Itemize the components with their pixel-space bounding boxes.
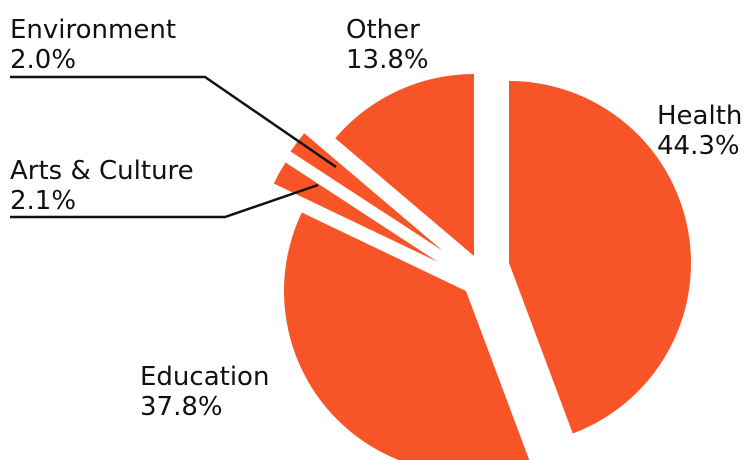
slice-label-education: Education bbox=[140, 362, 269, 392]
slice-label-other: Other bbox=[346, 15, 420, 45]
slice-value-arts-culture: 2.1% bbox=[10, 186, 76, 216]
leader-line-arts-culture bbox=[10, 183, 319, 219]
pie-slice-health bbox=[509, 81, 692, 434]
leader-line-environment bbox=[10, 75, 337, 169]
slice-value-environment: 2.0% bbox=[10, 45, 76, 75]
slice-label-environment: Environment bbox=[10, 15, 176, 45]
pie-slice-arts-culture bbox=[273, 162, 438, 262]
pie-slice-education bbox=[284, 212, 530, 460]
pie-slices bbox=[273, 74, 692, 460]
leader-lines bbox=[10, 75, 337, 219]
slice-label-arts-culture: Arts & Culture bbox=[10, 156, 194, 186]
slice-value-other: 13.8% bbox=[346, 45, 429, 75]
slice-label-health: Health bbox=[657, 101, 742, 131]
pie-slice-other bbox=[335, 74, 474, 256]
slice-value-education: 37.8% bbox=[140, 392, 223, 422]
slice-value-health: 44.3% bbox=[657, 131, 740, 161]
